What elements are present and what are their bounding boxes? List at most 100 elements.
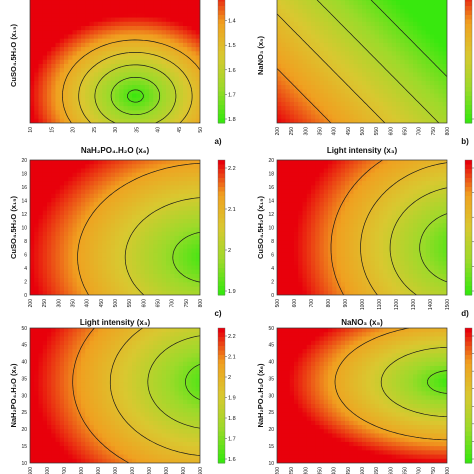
heatmap-cell	[195, 231, 200, 237]
heatmap-cell	[98, 72, 103, 78]
heatmap-cell	[294, 269, 299, 275]
heatmap-cell	[332, 168, 338, 174]
heatmap-cell	[140, 51, 146, 57]
heatmap-cell	[383, 206, 389, 212]
heatmap-cell	[38, 93, 44, 99]
heatmap-cell	[119, 240, 125, 245]
heatmap-cell	[370, 4, 376, 10]
heatmap-cell	[315, 181, 321, 186]
legend-swatch	[218, 196, 225, 201]
heatmap-cell	[336, 185, 342, 191]
heatmap-cell	[417, 63, 423, 69]
heatmap-cell	[366, 160, 372, 165]
heatmap-cell	[323, 25, 329, 31]
heatmap-cell	[336, 227, 342, 233]
heatmap-cell	[132, 181, 137, 186]
heatmap-cell	[115, 34, 120, 40]
heatmap-cell	[55, 110, 61, 116]
heatmap-cell	[285, 164, 291, 170]
heatmap-cell	[362, 38, 367, 44]
heatmap-cell	[89, 42, 95, 48]
heatmap-cell	[340, 164, 346, 170]
heatmap-cell	[123, 269, 129, 275]
heatmap-cell	[306, 248, 312, 254]
heatmap-cell	[442, 38, 447, 44]
heatmap-cell	[81, 72, 86, 78]
heatmap-cell	[421, 72, 427, 78]
heatmap-cell	[136, 85, 142, 90]
y-tick-label: 20	[21, 158, 27, 164]
heatmap-cell	[391, 261, 397, 267]
heatmap-cell	[315, 265, 321, 271]
heatmap-cell	[408, 76, 414, 82]
heatmap-cell	[144, 80, 150, 86]
heatmap-cell	[85, 9, 91, 14]
heatmap-cell	[149, 240, 154, 245]
heatmap-cell	[93, 21, 99, 27]
heatmap-cell	[149, 290, 154, 295]
heatmap-cell	[391, 97, 397, 103]
heatmap-cell	[294, 219, 299, 224]
heatmap-cell	[370, 85, 376, 90]
heatmap-cell	[98, 30, 103, 36]
heatmap-cell	[89, 17, 95, 23]
heatmap-cell	[132, 248, 137, 254]
heatmap-cell	[149, 85, 154, 90]
heatmap-cell	[30, 101, 35, 107]
heatmap-cell	[302, 160, 308, 165]
heatmap-cell	[315, 164, 321, 170]
heatmap-cell	[76, 202, 82, 208]
heatmap-cell	[396, 227, 401, 233]
heatmap-cell	[81, 80, 86, 86]
heatmap-cell	[374, 257, 380, 262]
heatmap-cell	[357, 181, 363, 186]
heatmap-cell	[119, 202, 125, 208]
heatmap-cell	[285, 25, 291, 31]
heatmap-cell	[140, 176, 146, 182]
heatmap-cell	[311, 42, 316, 48]
heatmap-cell	[106, 223, 112, 229]
heatmap-cell	[298, 265, 304, 271]
heatmap-cell	[430, 110, 435, 116]
heatmap-cell	[379, 30, 384, 36]
heatmap-cell	[170, 235, 176, 241]
heatmap-cell	[319, 110, 325, 116]
heatmap-cell	[34, 202, 40, 208]
heatmap-cell	[370, 278, 376, 283]
heatmap-cell	[285, 214, 291, 220]
heatmap-cell	[187, 30, 193, 36]
heatmap-cell	[140, 231, 146, 237]
heatmap-cell	[374, 34, 380, 40]
heatmap-cell	[302, 235, 308, 241]
heatmap-cell	[294, 223, 299, 229]
heatmap-cell	[370, 72, 376, 78]
heatmap-cell	[106, 202, 112, 208]
heatmap-cell	[387, 278, 393, 283]
legend-swatch	[465, 10, 472, 16]
heatmap-cell	[34, 72, 40, 78]
heatmap-cell	[285, 286, 291, 292]
heatmap-cell	[298, 38, 304, 44]
heatmap-cell	[187, 25, 193, 31]
heatmap-cell	[366, 118, 372, 123]
heatmap-cell	[311, 290, 316, 295]
heatmap-cell	[132, 202, 137, 208]
heatmap-cell	[81, 286, 86, 292]
heatmap-cell	[30, 4, 35, 10]
heatmap-cell	[178, 25, 184, 31]
heatmap-cell	[306, 278, 312, 283]
heatmap-cell	[183, 197, 188, 203]
heatmap-cell	[55, 89, 61, 95]
heatmap-cell	[387, 9, 393, 14]
legend-swatch	[218, 19, 225, 25]
heatmap-cell	[183, 261, 188, 267]
heatmap-cell	[102, 269, 108, 275]
heatmap-cell	[315, 227, 321, 233]
heatmap-cell	[98, 106, 103, 111]
heatmap-cell	[47, 189, 52, 195]
heatmap-cell	[366, 219, 372, 224]
heatmap-cell	[289, 9, 295, 14]
heatmap-cell	[285, 223, 291, 229]
heatmap-cell	[98, 248, 103, 254]
heatmap-cell	[38, 176, 44, 182]
